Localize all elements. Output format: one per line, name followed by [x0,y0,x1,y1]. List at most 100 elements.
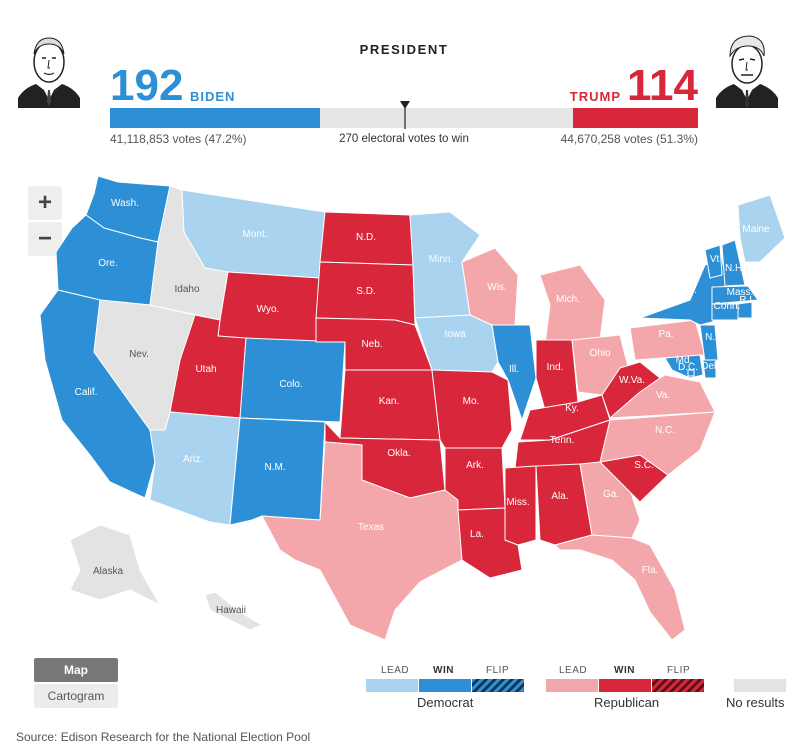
state-label-okla: Okla. [387,448,410,459]
state-label-n-h: N.H. [725,263,745,274]
state-label-ohio: Ohio [589,348,611,359]
legend-dem-flip-swatch [472,679,524,692]
state-label-del: Del. [701,361,719,372]
state-label-minn: Minn. [429,254,453,265]
state-label-alaska: Alaska [93,566,123,577]
state-label-vt: Vt. [710,254,722,265]
state-label-hawaii: Hawaii [216,605,246,616]
legend-dem-flip-label: FLIP [486,665,510,676]
legend-rep-lead-swatch [546,679,598,692]
state-label-nev: Nev. [129,349,149,360]
state-label-r-i: R.I. [739,295,755,306]
state-label-va: Va. [656,390,670,401]
state-w-va[interactable] [601,361,661,419]
state-mass[interactable] [711,285,759,305]
legend-rep-win-swatch [599,679,651,692]
zoom-in-button[interactable]: + [28,186,62,220]
state-n-j[interactable] [699,324,719,363]
legend-democrat-label: Democrat [417,695,474,710]
us-election-map: Wash. Ore. Calif. Idaho Nev. Mont. Wyo. Utah Col… [39,175,786,640]
legend-republican-label: Republican [594,695,660,710]
state-label-mich: Mich. [556,294,580,305]
state-label-mont: Mont. [242,229,267,240]
win-threshold-label: 270 electoral votes to win [339,133,469,145]
state-label-mo: Mo. [463,396,480,407]
state-label-wyo: Wyo. [257,304,280,315]
biden-name: BIDEN [190,89,236,104]
state-ill[interactable] [491,324,537,421]
state-label-pa: Pa. [658,329,673,340]
state-colo[interactable] [239,337,346,423]
state-label-ill: Ill. [509,364,519,375]
state-label-maine: Maine [742,224,770,235]
state-label-kan: Kan. [379,396,400,407]
state-label-ga: Ga. [603,489,619,500]
state-label-n-d: N.D. [356,232,376,243]
state-pa[interactable] [629,319,706,361]
trump-name: TRUMP [569,89,621,104]
biden-votes: 41,118,853 votes (47.2%) [110,132,247,146]
state-label-ala: Ala. [551,491,568,502]
zoom-out-button[interactable]: − [28,222,62,256]
state-label-n-y: N.Y. [679,285,697,296]
trump-votes: 44,670,258 votes (51.3%) [560,132,698,146]
state-r-i[interactable] [737,301,753,319]
state-hawaii[interactable] [204,591,263,631]
state-label-s-d: S.D. [356,286,375,297]
threshold-marker-icon [400,101,411,129]
legend-dem-lead-label: LEAD [381,665,410,676]
cartogram-view-button[interactable]: Cartogram [34,684,118,708]
state-alaska[interactable] [69,524,161,606]
state-mo[interactable] [431,369,513,449]
state-fla[interactable] [554,534,686,640]
state-label-n-j: N.J. [705,332,723,343]
legend-dem-lead-swatch [366,679,418,692]
state-label-texas: Texas [358,522,384,533]
state-maine[interactable] [737,194,786,263]
state-label-mass: Mass. [727,287,754,298]
state-label-ariz: Ariz. [183,454,203,465]
state-del[interactable] [702,359,717,379]
biden-portrait [18,37,80,108]
state-label-wis: Wis. [487,282,506,293]
state-label-la: La. [470,529,484,540]
state-vt[interactable] [704,244,723,279]
legend-rep-flip-swatch [652,679,704,692]
state-label-iowa: Iowa [444,329,466,340]
trump-electoral-count: 114 [627,61,698,110]
state-label-fla: Fla. [642,565,659,576]
state-label-miss: Miss. [506,497,529,508]
legend-rep-win-label: WIN [614,665,635,676]
legend-dem-win-label: WIN [433,665,454,676]
state-label-ark: Ark. [466,460,484,471]
state-label-tenn: Tenn. [550,435,574,446]
legend-no-results-swatch [734,679,786,692]
state-n-h[interactable] [721,239,746,287]
state-label-d-c: D.C. [678,362,698,373]
state-conn[interactable] [711,303,739,321]
state-mich[interactable] [539,264,606,346]
state-ind[interactable] [535,339,579,411]
state-label-ind: Ind. [547,362,564,373]
state-label-n-m: N.M. [264,462,285,473]
state-miss[interactable] [504,465,537,546]
state-label-colo: Colo. [279,379,302,390]
map-view-button[interactable]: Map [34,658,118,682]
legend-dem-win-swatch [419,679,471,692]
state-label-conn: Conn. [714,301,741,312]
state-label-n-c: N.C. [655,425,675,436]
state-label-calif: Calif. [75,387,98,398]
trump-electoral-bar [573,108,698,128]
legend-rep-lead-label: LEAD [559,665,588,676]
state-label-ky: Ky. [565,403,579,414]
state-label-wash: Wash. [111,198,139,209]
state-label-s-c: S.C. [634,460,653,471]
state-d-c[interactable] [687,369,695,377]
biden-electoral-bar [110,108,320,128]
state-label-utah: Utah [195,364,216,375]
legend-no-results-label: No results [726,695,785,710]
trump-portrait [716,35,778,108]
state-label-md: Md. [676,355,693,366]
biden-electoral-count: 192 [110,61,184,110]
state-texas[interactable] [261,441,463,640]
